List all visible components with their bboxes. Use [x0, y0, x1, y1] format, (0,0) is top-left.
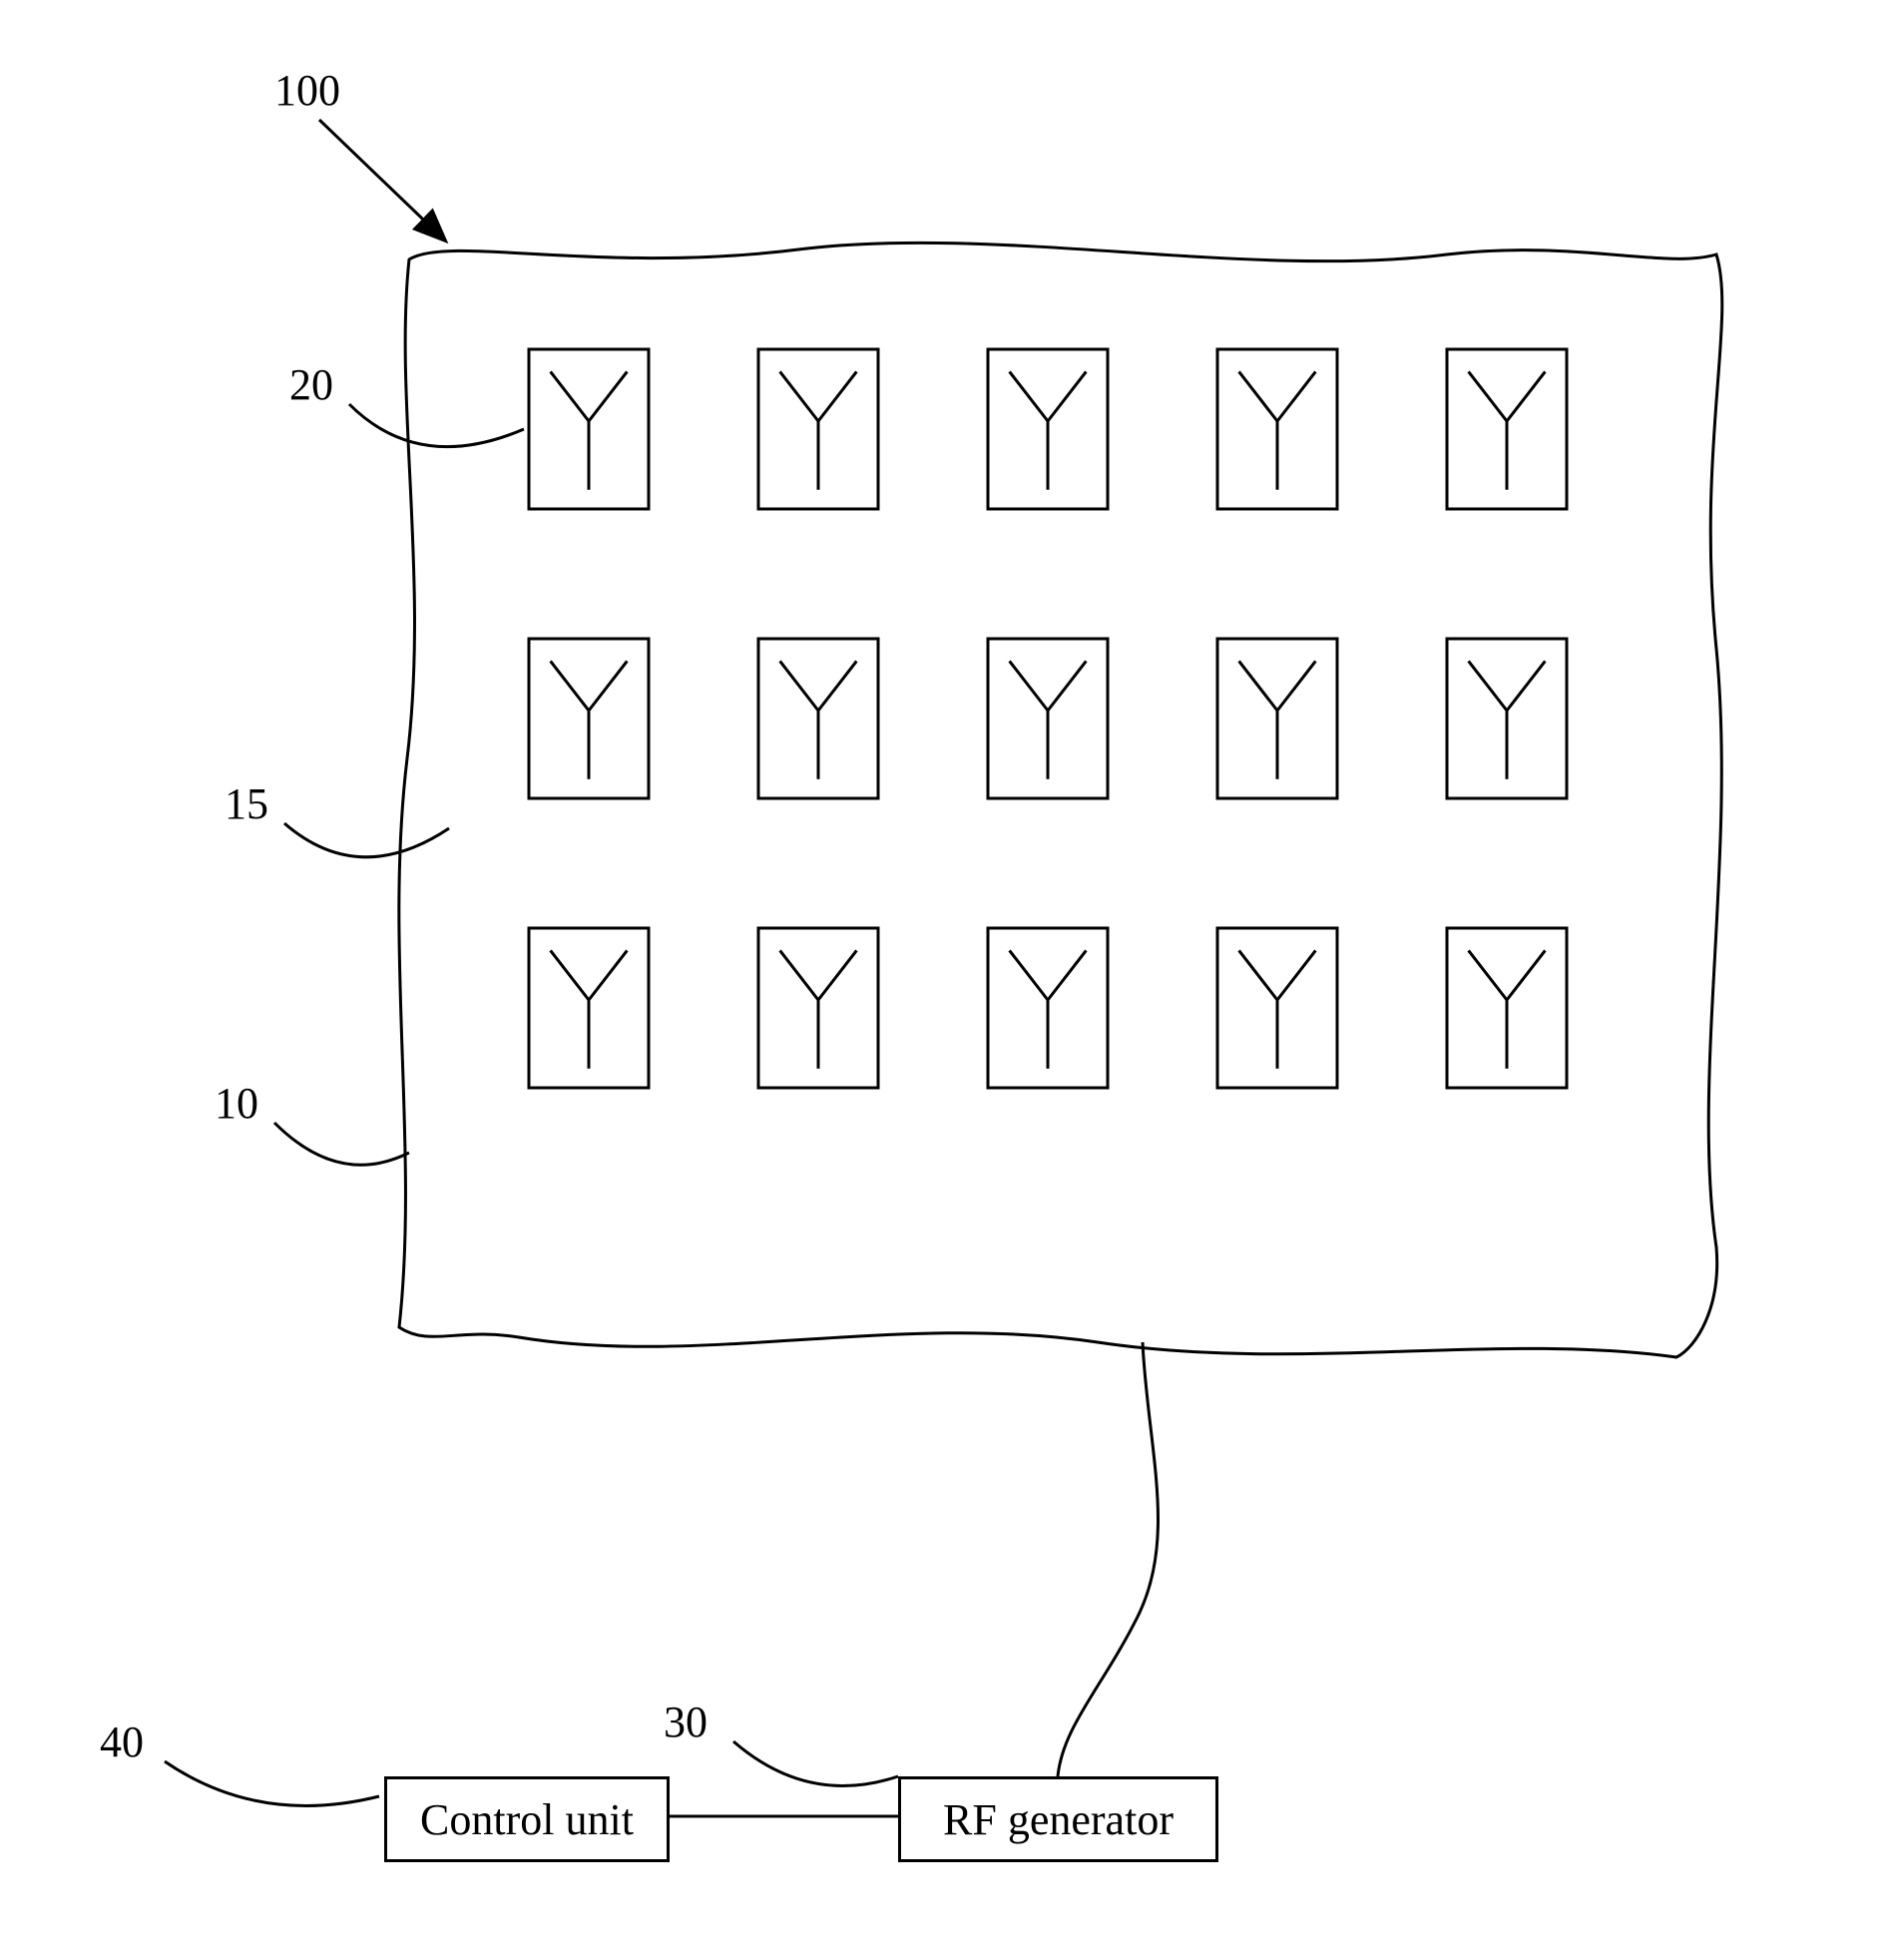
antenna-arm-left — [1010, 661, 1048, 711]
antenna-arm-right — [1277, 371, 1315, 421]
leader-20 — [349, 404, 524, 447]
label-100: 100 — [274, 65, 340, 116]
antenna-arm-left — [780, 950, 818, 1000]
antenna-arm-right — [589, 950, 627, 1000]
wire-panel-to-rf — [1058, 1342, 1158, 1776]
figure-canvas: 100 20 15 10 30 40 Control unit RF gener… — [0, 0, 1889, 1960]
label-10: 10 — [215, 1078, 258, 1129]
antenna-arm-right — [818, 371, 856, 421]
antenna-arm-right — [1048, 371, 1086, 421]
label-15: 15 — [225, 778, 268, 829]
antenna-arm-left — [1239, 371, 1277, 421]
label-40: 40 — [100, 1716, 144, 1767]
antenna-arm-left — [551, 661, 589, 711]
leader-15 — [284, 823, 449, 857]
antenna-arm-left — [1469, 950, 1507, 1000]
leader-40 — [165, 1761, 379, 1805]
antenna-arm-right — [1048, 950, 1086, 1000]
antenna-arm-left — [1239, 661, 1277, 711]
label-30: 30 — [664, 1697, 708, 1747]
antenna-arm-left — [551, 371, 589, 421]
antenna-grid — [529, 349, 1567, 1088]
antenna-arm-right — [818, 661, 856, 711]
antenna-arm-right — [1507, 661, 1545, 711]
leader-30 — [733, 1741, 898, 1785]
antenna-arm-left — [1469, 661, 1507, 711]
antenna-arm-left — [780, 371, 818, 421]
antenna-arm-left — [1010, 371, 1048, 421]
antenna-arm-left — [1239, 950, 1277, 1000]
label-20: 20 — [289, 359, 333, 410]
antenna-arm-right — [1277, 661, 1315, 711]
control-unit-box: Control unit — [384, 1776, 670, 1862]
antenna-arm-right — [589, 661, 627, 711]
leader-10 — [274, 1123, 409, 1165]
antenna-arm-right — [589, 371, 627, 421]
antenna-arm-right — [1507, 371, 1545, 421]
antenna-arm-left — [1010, 950, 1048, 1000]
arrow-100 — [319, 120, 444, 240]
line-art — [0, 0, 1889, 1960]
antenna-arm-right — [1507, 950, 1545, 1000]
antenna-arm-left — [551, 950, 589, 1000]
rf-generator-box: RF generator — [898, 1776, 1218, 1862]
antenna-arm-right — [1048, 661, 1086, 711]
antenna-arm-left — [780, 661, 818, 711]
antenna-arm-right — [1277, 950, 1315, 1000]
antenna-arm-right — [818, 950, 856, 1000]
antenna-arm-left — [1469, 371, 1507, 421]
